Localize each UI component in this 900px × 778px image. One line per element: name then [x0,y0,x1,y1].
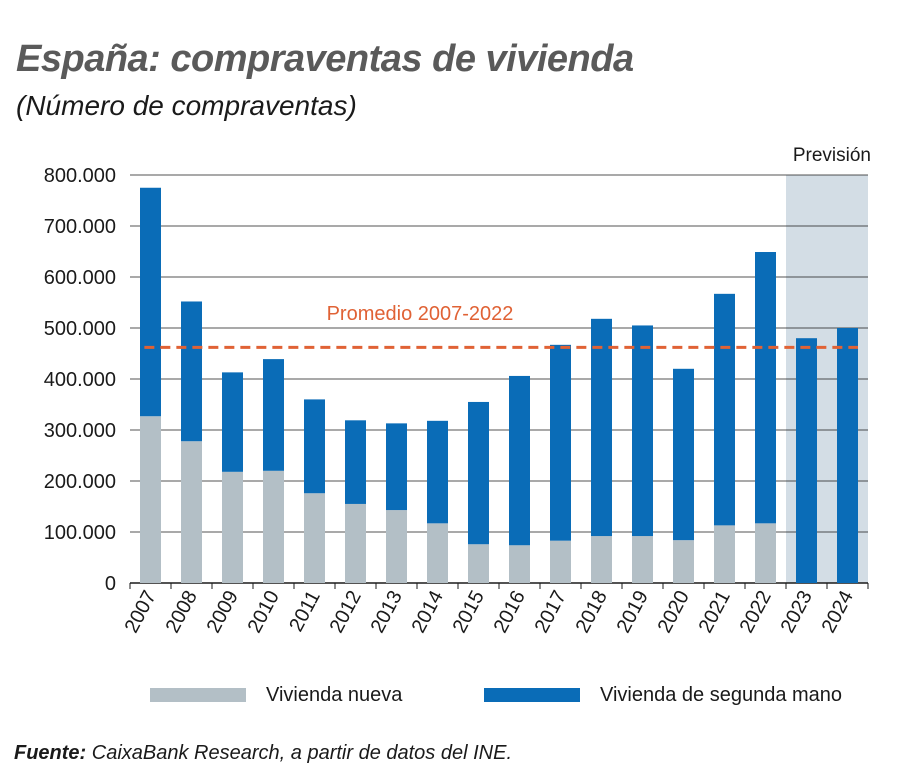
bar-used-2011 [304,399,325,494]
x-tick-label-2011: 2011 [285,587,325,635]
source-text: CaixaBank Research, a partir de datos de… [91,742,512,764]
y-tick-label: 300.000 [44,420,116,442]
legend-label-used: Vivienda de segunda mano [600,683,843,706]
y-tick-label: 800.000 [44,165,116,187]
stacked-bar-chart: Previsión 0 100.000 200.000 300.000 400.000 50… [44,145,871,637]
bar-used-2012 [345,420,366,504]
bar-new-2008 [181,441,202,583]
x-tick-label-2010: 2010 [244,587,284,637]
bar-used-2023 [796,338,817,583]
bar-used-2007 [140,187,161,417]
y-tick-label: 0 [105,573,116,595]
legend-item-new: Vivienda nueva [150,684,402,706]
x-tick-label-2012: 2012 [326,587,366,637]
bar-used-2020 [673,368,694,541]
bar-new-2021 [714,525,735,583]
x-tick-label-2023: 2023 [777,587,817,637]
x-tick-label-2013: 2013 [367,587,407,637]
x-tick-label-2008: 2008 [162,587,202,637]
bar-new-2011 [304,493,325,583]
bar-new-2017 [550,540,571,583]
bar-used-2009 [222,372,243,472]
x-tick-label-2007: 2007 [121,587,161,637]
bar-used-2008 [181,301,202,442]
y-tick-label: 600.000 [44,267,116,289]
x-tick-label-2019: 2019 [613,587,653,637]
x-tick-label-2017: 2017 [531,587,571,637]
bar-new-2022 [755,523,776,583]
bar-new-2015 [468,544,489,583]
bar-new-2020 [673,540,694,583]
x-tick-label-2020: 2020 [654,587,694,637]
y-tick-label: 100.000 [44,522,116,544]
chart-subtitle: (Número de compraventas) [16,90,357,121]
bar-new-2007 [140,416,161,583]
x-tick-label-2021: 2021 [695,587,735,637]
bar-used-2017 [550,344,571,541]
chart-title: España: compraventas de vivienda [16,38,634,80]
legend-label-new: Vivienda nueva [266,683,403,706]
x-tick-label-2018: 2018 [572,587,612,637]
y-tick-label: 500.000 [44,318,116,340]
source-label: Fuente: [14,742,87,764]
bar-used-2021 [714,293,735,526]
bar-used-2010 [263,359,284,471]
bar-used-2024 [837,328,858,583]
bar-new-2013 [386,510,407,583]
source-note: Fuente: CaixaBank Research, a partir de … [14,742,512,765]
bar-new-2012 [345,503,366,583]
x-tick-label-2024: 2024 [818,587,858,637]
x-tick-label-2022: 2022 [736,587,776,637]
bar-used-2015 [468,401,489,545]
bar-new-2019 [632,536,653,583]
bar-new-2009 [222,471,243,583]
bar-new-2016 [509,545,530,583]
bar-new-2010 [263,470,284,583]
x-tick-label-2015: 2015 [449,587,489,637]
average-label: Promedio 2007-2022 [327,303,514,325]
y-tick-label: 200.000 [44,471,116,493]
x-tick-label-2009: 2009 [203,587,243,637]
bar-new-2014 [427,523,448,583]
bar-used-2016 [509,375,530,546]
y-tick-label: 700.000 [44,216,116,238]
bar-used-2014 [427,420,448,524]
bar-used-2022 [755,252,776,524]
legend-swatch-new [150,688,246,702]
bar-used-2013 [386,423,407,511]
forecast-label: Previsión [793,145,871,166]
legend-swatch-used [484,688,580,702]
bar-used-2018 [591,318,612,537]
x-tick-label-2014: 2014 [408,587,448,637]
y-tick-label: 400.000 [44,369,116,391]
x-tick-label-2016: 2016 [490,587,530,637]
bar-used-2019 [632,325,653,537]
bar-new-2018 [591,536,612,583]
legend-item-used: Vivienda de segunda mano [484,684,842,706]
